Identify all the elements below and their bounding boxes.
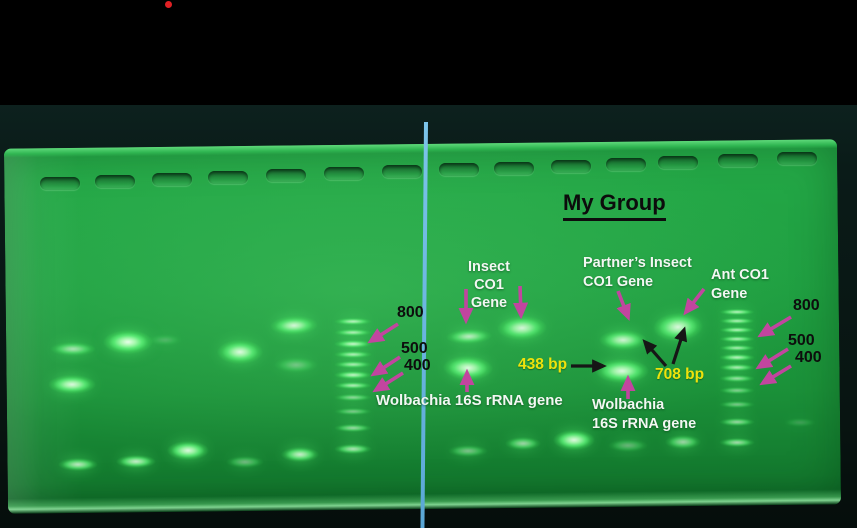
label-line: CO1 Gene <box>583 273 654 290</box>
gel-band <box>334 351 372 358</box>
label-line: 16S rRNA gene <box>592 416 697 432</box>
gel-band <box>719 438 755 447</box>
gel-band <box>448 445 488 457</box>
label-wolbachia-16s-right: Wolbachia 16S rRNA gene <box>592 396 696 434</box>
gel-band <box>719 309 755 315</box>
gel-well <box>439 163 479 176</box>
arrow-left-400 <box>372 371 404 393</box>
gel-well <box>152 173 192 186</box>
gel-band <box>334 444 372 454</box>
label-line: Wolbachia <box>592 397 665 413</box>
arrow-insect-co1-right <box>513 285 529 320</box>
label-line: CO1 <box>474 277 504 293</box>
gel-band <box>48 375 96 394</box>
gel-band <box>334 394 372 401</box>
gel-well <box>95 175 135 188</box>
gel-band <box>719 345 755 351</box>
gel-band <box>719 418 755 426</box>
arrow-partner-insect-co1 <box>616 290 631 322</box>
gel-band <box>274 357 318 373</box>
gel-band <box>334 318 372 325</box>
gel-band <box>167 441 209 460</box>
gel-band <box>553 430 595 450</box>
label-line: Partner’s Insect <box>583 255 692 271</box>
gel-band <box>334 424 372 432</box>
gel-band <box>217 340 263 364</box>
gel-band <box>334 408 372 415</box>
gel-well <box>266 169 306 182</box>
gel-band <box>784 418 816 427</box>
ladder-mark-right-800: 800 <box>793 297 820 314</box>
gel-well <box>208 171 248 184</box>
arrow-right-800 <box>757 315 792 338</box>
label-insect-co1-gene: Insect CO1 Gene <box>452 258 526 312</box>
gel-band <box>334 340 372 348</box>
gel-band <box>334 382 372 389</box>
gel-band <box>719 401 755 408</box>
gel-band <box>334 371 372 379</box>
label-line: Gene <box>470 295 508 311</box>
gel-well <box>606 158 646 171</box>
label-line: Ant CO1 <box>711 267 769 283</box>
gel-band <box>281 447 319 462</box>
gel-band <box>719 364 755 371</box>
gel-band <box>599 330 647 350</box>
arrow-left-800 <box>367 322 399 344</box>
label-ant-co1-gene: Ant CO1 Gene <box>711 266 769 303</box>
arrow-right-400 <box>759 364 792 386</box>
arrow-ant-co1 <box>683 287 706 316</box>
gel-well <box>777 152 817 165</box>
ladder-mark-right-500: 500 <box>788 332 815 349</box>
ladder-mark-left-800: 800 <box>397 304 424 321</box>
gel-band <box>665 435 701 449</box>
gel-well <box>551 160 591 173</box>
label-partners-insect-co1-gene: Partner’s Insect CO1 Gene <box>583 254 692 291</box>
arrow-708bp-left <box>642 339 668 368</box>
label-wolbachia-16s-left: Wolbachia 16S rRNA gene <box>376 392 563 409</box>
ladder-mark-right-400: 400 <box>795 349 822 366</box>
gel-well <box>718 154 758 167</box>
gel-well <box>324 167 364 180</box>
gel-well <box>40 177 80 190</box>
label-line: Gene <box>711 285 748 302</box>
size-label-438bp: 438 bp <box>518 356 568 373</box>
gel-band <box>719 354 755 361</box>
gel-band <box>58 458 98 471</box>
my-group-heading: My Group <box>563 190 666 221</box>
gel-band <box>334 361 372 368</box>
gel-well <box>658 156 698 169</box>
gel-well <box>494 162 534 175</box>
gel-band <box>226 456 264 468</box>
gel-band <box>719 387 755 394</box>
arrow-left-500 <box>370 355 401 377</box>
gel-band <box>608 439 648 452</box>
gel-band <box>719 375 755 382</box>
gel-band <box>334 329 372 336</box>
arrow-right-500 <box>755 347 789 370</box>
gel-band <box>103 330 153 354</box>
gel-band <box>719 336 755 342</box>
ladder-mark-left-400: 400 <box>404 357 431 374</box>
gel-band <box>50 342 96 356</box>
label-line: Insect <box>468 259 510 275</box>
gel-well <box>382 165 422 178</box>
gel-band <box>719 327 755 333</box>
red-marker-dot <box>165 1 172 8</box>
gel-band <box>505 437 541 450</box>
gel-band <box>148 334 182 346</box>
size-label-708bp: 708 bp <box>655 366 705 383</box>
arrow-708bp-right <box>671 326 688 365</box>
ladder-mark-left-500: 500 <box>401 340 428 357</box>
gel-band <box>719 318 755 324</box>
gel-band <box>116 455 156 468</box>
